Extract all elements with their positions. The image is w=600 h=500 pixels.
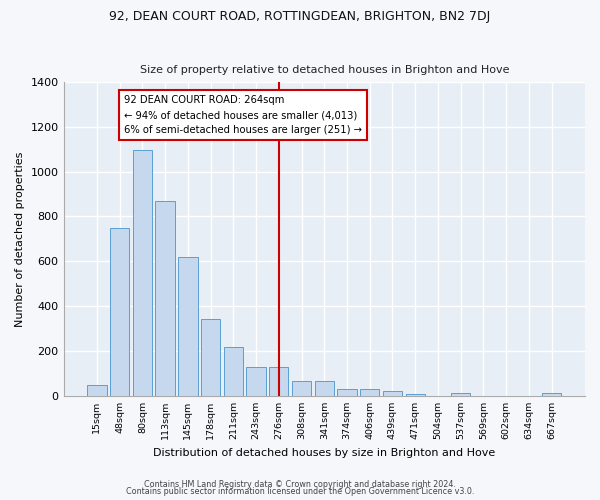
Bar — [314, 382, 334, 396]
Bar — [133, 150, 152, 396]
Bar — [178, 257, 197, 396]
Bar — [360, 389, 379, 396]
Text: 92 DEAN COURT ROAD: 264sqm
← 94% of detached houses are smaller (4,013)
6% of se: 92 DEAN COURT ROAD: 264sqm ← 94% of deta… — [124, 96, 362, 135]
Bar — [406, 394, 425, 396]
Bar — [201, 318, 220, 396]
Bar — [224, 346, 243, 396]
Title: Size of property relative to detached houses in Brighton and Hove: Size of property relative to detached ho… — [140, 66, 509, 76]
Bar — [269, 367, 289, 396]
X-axis label: Distribution of detached houses by size in Brighton and Hove: Distribution of detached houses by size … — [153, 448, 496, 458]
Text: 92, DEAN COURT ROAD, ROTTINGDEAN, BRIGHTON, BN2 7DJ: 92, DEAN COURT ROAD, ROTTINGDEAN, BRIGHT… — [109, 10, 491, 23]
Text: Contains public sector information licensed under the Open Government Licence v3: Contains public sector information licen… — [126, 488, 474, 496]
Bar — [110, 228, 130, 396]
Bar — [87, 384, 107, 396]
Bar — [247, 367, 266, 396]
Bar — [542, 392, 561, 396]
Text: Contains HM Land Registry data © Crown copyright and database right 2024.: Contains HM Land Registry data © Crown c… — [144, 480, 456, 489]
Bar — [383, 392, 402, 396]
Bar — [337, 389, 356, 396]
Bar — [451, 393, 470, 396]
Y-axis label: Number of detached properties: Number of detached properties — [15, 151, 25, 326]
Bar — [155, 200, 175, 396]
Bar — [292, 382, 311, 396]
